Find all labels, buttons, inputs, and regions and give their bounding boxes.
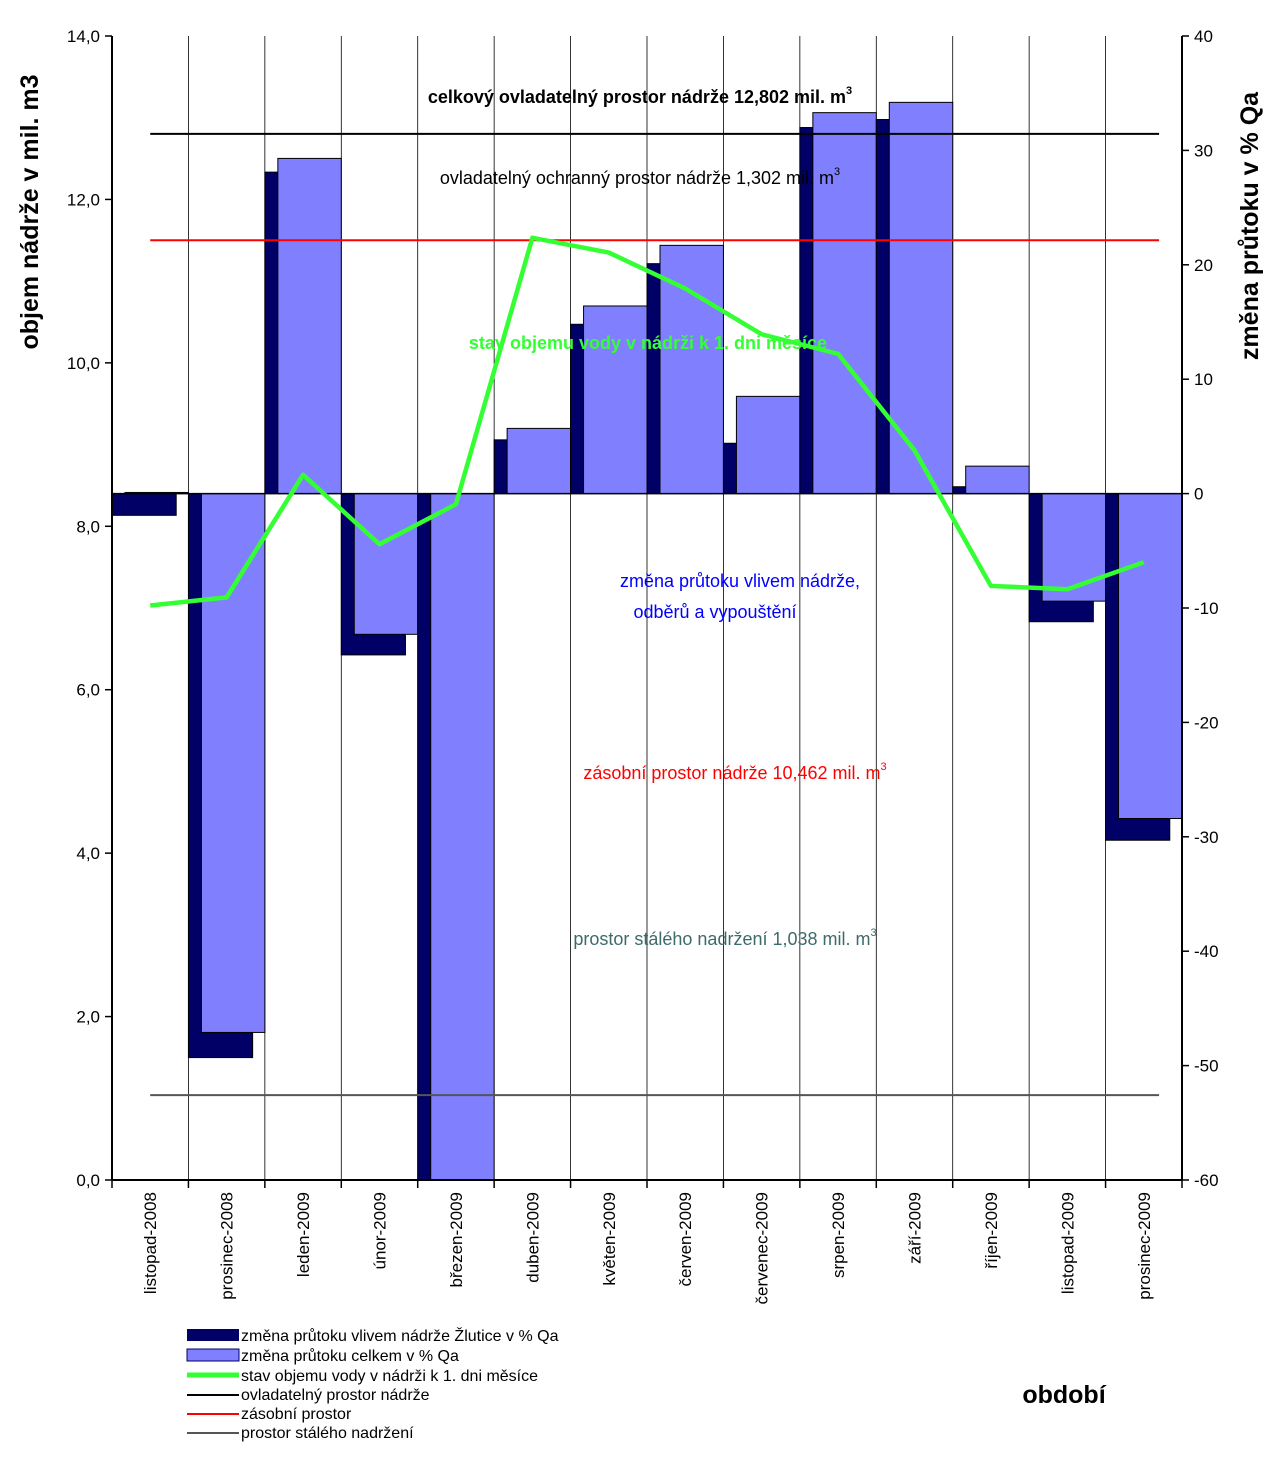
left-tick-label-5: 10,0 bbox=[67, 354, 100, 373]
dead-space-text: prostor stálého nadržení 1,038 mil. m bbox=[573, 929, 870, 949]
dead-space-sup: 3 bbox=[871, 927, 877, 939]
left-tick-label-2: 4,0 bbox=[76, 844, 100, 863]
right-tick-label-2: -40 bbox=[1194, 942, 1219, 961]
bar-nadrz-0 bbox=[111, 493, 177, 516]
right-tick-label-3: -30 bbox=[1194, 828, 1219, 847]
total-space-text: celkový ovladatelný prostor nádrže 12,80… bbox=[428, 87, 846, 107]
left-axis-title: objem nádrže v mil. m3 bbox=[16, 74, 44, 349]
reference-lines bbox=[112, 132, 1182, 1097]
legend-label-volume: stav objemu vody v nádrži k 1. dni měsíc… bbox=[241, 1368, 538, 1385]
bar-celkem-8 bbox=[735, 395, 801, 495]
protection-space-sup: 3 bbox=[834, 166, 840, 178]
right-tick-label-7: 10 bbox=[1194, 370, 1213, 389]
x-tick-label-5: duben-2009 bbox=[523, 1192, 542, 1283]
legend-label-ovladatelny: ovladatelný prostor nádrže bbox=[241, 1387, 430, 1404]
legend-label-zasobni: zásobní prostor bbox=[241, 1406, 352, 1423]
x-tick-label-7: červen-2009 bbox=[676, 1192, 695, 1287]
left-tick-label-7: 14,0 bbox=[67, 27, 100, 46]
bar-celkem-4 bbox=[430, 493, 495, 1181]
storage-space-sup: 3 bbox=[881, 761, 887, 773]
x-tick-label-1: prosinec-2008 bbox=[218, 1192, 237, 1300]
bar-celkem-6 bbox=[583, 305, 648, 495]
x-tick-label-8: červenec-2009 bbox=[753, 1192, 772, 1304]
left-tick-label-0: 0,0 bbox=[76, 1171, 100, 1190]
protection-space-text: ovladatelný ochranný prostor nádrže 1,30… bbox=[440, 168, 834, 188]
dead-space-annotation: prostor stálého nadržení 1,038 mil. m3 bbox=[573, 927, 876, 949]
right-tick-label-6: 0 bbox=[1194, 485, 1203, 504]
total-space-annotation: celkový ovladatelný prostor nádrže 12,80… bbox=[428, 85, 852, 107]
legend-label-stale: prostor stálého nadržení bbox=[241, 1425, 414, 1442]
bar-celkem-1 bbox=[200, 493, 266, 1033]
left-tick-label-3: 6,0 bbox=[76, 681, 100, 700]
legend-label-nadrz: změna průtoku vlivem nádrže Žlutice v % … bbox=[241, 1326, 559, 1345]
left-tick-label-1: 2,0 bbox=[76, 1008, 100, 1027]
left-tick-label-6: 12,0 bbox=[67, 190, 100, 209]
flow-change-annotation-2: odběrů a vypouštění bbox=[633, 602, 796, 622]
x-axis-title: období bbox=[1022, 1381, 1106, 1409]
bar-celkem-7 bbox=[659, 244, 724, 495]
x-tick-label-2: leden-2009 bbox=[294, 1192, 313, 1277]
x-tick-label-12: listopad-2009 bbox=[1058, 1192, 1077, 1294]
bar-celkem-13 bbox=[1118, 493, 1183, 819]
right-tick-label-8: 20 bbox=[1194, 256, 1213, 275]
x-tick-label-4: březen-2009 bbox=[447, 1192, 466, 1287]
x-tick-label-6: květen-2009 bbox=[600, 1192, 619, 1286]
x-tick-label-3: únor-2009 bbox=[371, 1192, 390, 1270]
right-tick-label-0: -60 bbox=[1194, 1171, 1219, 1190]
protection-space-annotation: ovladatelný ochranný prostor nádrže 1,30… bbox=[440, 166, 840, 188]
x-tick-label-11: říjen-2009 bbox=[982, 1192, 1001, 1269]
bar-celkem-10 bbox=[888, 101, 954, 495]
bar-celkem-3 bbox=[353, 493, 419, 635]
bar-celkem-12 bbox=[1041, 493, 1107, 602]
flow-change-annotation-1: změna průtoku vlivem nádrže, bbox=[620, 571, 860, 591]
legend-swatch-celkem bbox=[186, 1348, 240, 1362]
total-space-sup: 3 bbox=[846, 85, 852, 97]
volume-line-group bbox=[149, 235, 1145, 608]
legend-label-celkem: změna průtoku celkem v % Qa bbox=[241, 1347, 459, 1365]
storage-space-text: zásobní prostor nádrže 10,462 mil. m bbox=[583, 763, 880, 783]
bars bbox=[111, 101, 1183, 1181]
bar-celkem-2 bbox=[277, 157, 342, 495]
right-axis-title: změna průtoku v % Qa bbox=[1236, 91, 1264, 360]
volume-line bbox=[149, 235, 1145, 608]
volume-annotation: stav objemu vody v nádrži k 1. dni měsíc… bbox=[469, 333, 827, 353]
storage-space-annotation: zásobní prostor nádrže 10,462 mil. m3 bbox=[583, 761, 886, 783]
right-tick-label-1: -50 bbox=[1194, 1057, 1219, 1076]
left-tick-label-4: 8,0 bbox=[76, 517, 100, 536]
right-tick-label-9: 30 bbox=[1194, 141, 1213, 160]
axes: 0,0 2,0 4,0 6,0 8,0 10,0 12,0 14,0 -60 -50 -40 -30 -… bbox=[67, 27, 1219, 1304]
right-tick-label-5: -10 bbox=[1194, 599, 1219, 618]
legend-swatch-nadrz bbox=[187, 1329, 239, 1341]
x-tick-label-10: září-2009 bbox=[906, 1192, 925, 1264]
x-tick-label-0: listopad-2008 bbox=[141, 1192, 160, 1294]
x-tick-label-13: prosinec-2009 bbox=[1135, 1192, 1154, 1300]
bar-celkem-5 bbox=[506, 427, 572, 495]
x-tick-label-9: srpen-2009 bbox=[829, 1192, 848, 1278]
bar-celkem-11 bbox=[965, 465, 1030, 495]
right-tick-label-4: -20 bbox=[1194, 713, 1219, 732]
legend: změna průtoku vlivem nádrže Žlutice v % … bbox=[186, 1326, 559, 1442]
right-tick-label-10: 40 bbox=[1194, 27, 1213, 46]
